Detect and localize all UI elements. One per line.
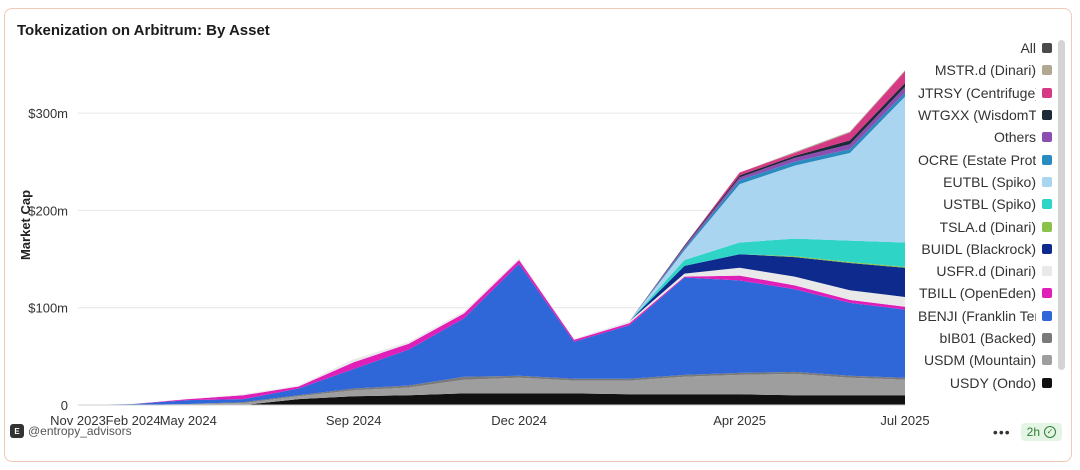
legend-swatch (1042, 243, 1052, 254)
legend-scrollbar[interactable] (1058, 40, 1065, 370)
legend-item[interactable]: MSTR.d (Dinari) (900, 59, 1052, 81)
legend-label: JTRSY (Centrifuge) (918, 84, 1036, 101)
series-area-6 (78, 254, 905, 405)
legend-swatch (1042, 87, 1052, 98)
legend-item[interactable]: USDY (Ondo) (900, 371, 1052, 393)
legend-swatch (1042, 288, 1052, 299)
series-area-3 (78, 263, 905, 405)
entropy-logo-icon: E (10, 424, 24, 438)
x-tick-label-3: Sep 2024 (326, 413, 382, 428)
legend-label: USTBL (Spiko) (943, 196, 1036, 213)
y-tick-label-3: $300m (28, 106, 68, 121)
legend-label: TBILL (OpenEden) (919, 285, 1036, 302)
chart-title: Tokenization on Arbitrum: By Asset (17, 22, 270, 39)
legend-label: bIB01 (Backed) (939, 330, 1037, 346)
legend-swatch (1042, 355, 1052, 366)
x-tick-label-2: May 2024 (160, 413, 217, 428)
legend-item[interactable]: Others (900, 126, 1052, 148)
x-tick-label-6: Jul 2025 (880, 413, 929, 428)
legend-label: WTGXX (WisdomTree) (918, 107, 1036, 124)
x-tick-label-5: Apr 2025 (713, 413, 766, 428)
legend-swatch (1042, 132, 1052, 143)
legend-label: EUTBL (Spiko) (943, 173, 1036, 190)
legend-item[interactable]: JTRSY (Centrifuge) (900, 82, 1052, 104)
x-tick-label-1: Feb 2024 (106, 413, 161, 428)
legend-swatch (1042, 266, 1052, 277)
legend-swatch (1042, 176, 1052, 187)
legend-swatch (1042, 310, 1052, 321)
y-tick-label-2: $200m (28, 203, 68, 218)
series-area-1 (78, 373, 905, 405)
legend-label: BUIDL (Blackrock) (921, 240, 1036, 257)
more-options-button[interactable]: ••• (992, 424, 1011, 440)
series-area-4 (78, 260, 905, 405)
y-axis-label: Market Cap (18, 190, 33, 260)
legend-item[interactable]: BENJI (Franklin Templeton) (900, 305, 1052, 327)
legend-label: MSTR.d (Dinari) (934, 62, 1036, 79)
check-icon: ✓ (1044, 426, 1056, 438)
x-tick-label-0: Nov 2023 (50, 413, 106, 428)
brand-label: @entropy_advisors (28, 424, 132, 438)
refresh-age-label: 2h (1026, 425, 1040, 439)
legend-swatch (1042, 43, 1052, 54)
legend-item[interactable]: TBILL (OpenEden) (900, 282, 1052, 304)
legend-swatch (1042, 221, 1052, 232)
y-tick-label-1: $100m (28, 301, 68, 316)
legend-item[interactable]: TSLA.d (Dinari) (900, 215, 1052, 237)
chart-legend: All MSTR.d (Dinari) JTRSY (Centrifuge) WTGX… (900, 37, 1052, 407)
series-area-0 (78, 393, 905, 405)
series-area-8 (78, 238, 905, 405)
legend-label: TSLA.d (Dinari) (939, 218, 1036, 235)
legend-swatch (1042, 154, 1052, 165)
legend-label: BENJI (Franklin Templeton) (918, 307, 1036, 324)
legend-item[interactable]: USFR.d (Dinari) (900, 260, 1052, 282)
legend-label: USDY (Ondo) (949, 374, 1036, 391)
footer-brand: E @entropy_advisors (10, 424, 132, 438)
legend-label: USDM (Mountain) (923, 352, 1036, 369)
legend-swatch (1042, 65, 1052, 76)
legend-label: OCRE (Estate Protocol) (918, 151, 1036, 168)
legend-item[interactable]: USDM (Mountain) (900, 349, 1052, 371)
x-tick-label-4: Dec 2024 (491, 413, 547, 428)
legend-label: USFR.d (Dinari) (936, 263, 1036, 280)
refresh-status-badge[interactable]: 2h ✓ (1020, 423, 1062, 441)
footer-actions: ••• 2h ✓ (993, 423, 1062, 441)
legend-item[interactable]: All (900, 37, 1052, 59)
series-area-2 (78, 371, 905, 405)
legend-swatch (1042, 333, 1052, 343)
legend-item[interactable]: USTBL (Spiko) (900, 193, 1052, 215)
y-tick-label-0: 0 (61, 398, 68, 413)
legend-item[interactable]: bIB01 (Backed) (900, 327, 1052, 349)
legend-swatch (1042, 110, 1052, 121)
legend-item[interactable]: WTGXX (WisdomTree) (900, 104, 1052, 126)
legend-item[interactable]: EUTBL (Spiko) (900, 171, 1052, 193)
legend-label: Others (993, 129, 1036, 146)
legend-label: All (1020, 40, 1036, 57)
legend-item[interactable]: OCRE (Estate Protocol) (900, 148, 1052, 170)
legend-item[interactable]: BUIDL (Blackrock) (900, 238, 1052, 260)
legend-swatch (1042, 199, 1052, 210)
legend-swatch (1042, 377, 1052, 388)
